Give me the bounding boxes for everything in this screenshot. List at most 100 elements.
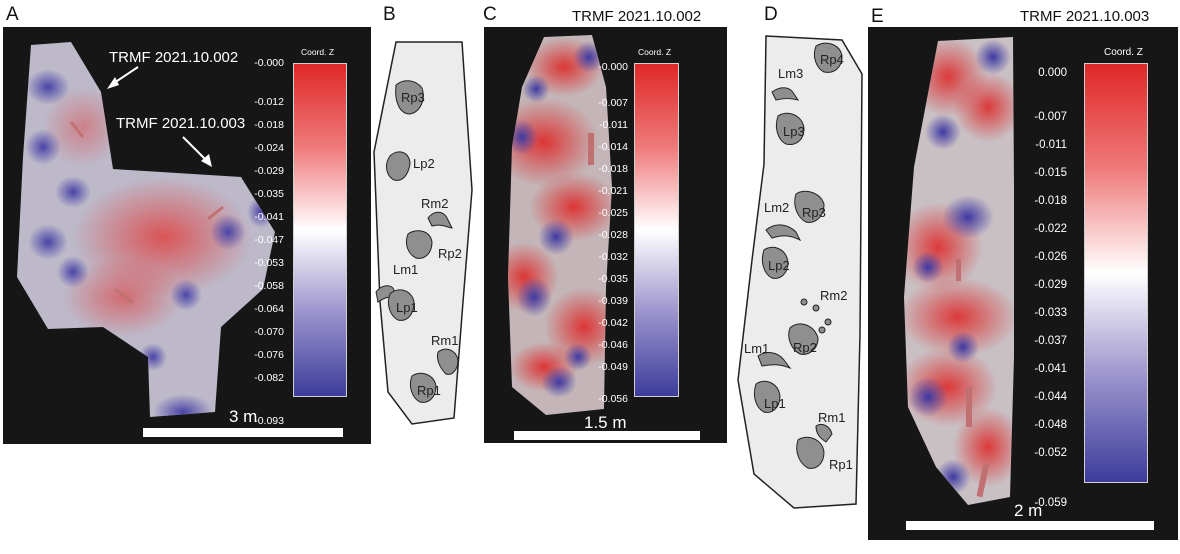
tick-label: -0.028 <box>598 229 628 241</box>
panel-e-label: E <box>871 6 884 27</box>
panel-e-heightmap <box>904 37 1014 505</box>
tick-label: -0.015 <box>1034 167 1067 179</box>
tick-label: -0.011 <box>1035 139 1067 151</box>
track-label: Lm1 <box>744 341 770 356</box>
scale-bar <box>514 431 700 440</box>
tick-label: -0.053 <box>254 257 284 269</box>
tick-label: -0.041 <box>1034 363 1067 375</box>
track-lm1 <box>757 352 792 370</box>
tick-label: -0.070 <box>254 326 284 338</box>
scale-label: 3 m <box>229 407 258 426</box>
tick-label: -0.000 <box>598 61 628 73</box>
panel-d-label: D <box>764 4 778 25</box>
tick-label: -0.000 <box>254 57 284 69</box>
track-rp4 <box>813 42 843 73</box>
colorbar <box>1084 63 1148 483</box>
tick-label: -0.022 <box>1034 223 1067 235</box>
track-rp1 <box>796 436 825 469</box>
tick-label: -0.039 <box>598 295 628 307</box>
colorbar-title: Coord. Z <box>1104 47 1143 58</box>
tick-label: -0.025 <box>598 207 628 219</box>
track-label: Rp4 <box>820 52 844 67</box>
tick-label: -0.018 <box>1034 195 1067 207</box>
panel-b-label: B <box>383 4 396 25</box>
track-label: Rm1 <box>431 333 459 348</box>
tick-label: -0.014 <box>598 141 628 153</box>
tick-label: -0.041 <box>254 211 284 223</box>
tick-label: -0.048 <box>1034 419 1067 431</box>
track-lm2 <box>765 224 802 242</box>
tick-label: -0.056 <box>598 393 628 405</box>
track-label: Lp1 <box>396 300 418 315</box>
tick-label: -0.032 <box>598 251 628 263</box>
panel-d-sketch <box>737 35 863 509</box>
panel-e-image: Coord. Z 0.000 -0.007 -0.011 -0.015 -0.0… <box>868 27 1178 540</box>
colorbar <box>293 63 347 397</box>
tick-label: -0.093 <box>254 415 284 427</box>
track-label: Rp3 <box>802 205 826 220</box>
colorbar-title: Coord. Z <box>638 47 672 57</box>
tick-label: -0.035 <box>598 273 628 285</box>
track-lp2 <box>761 246 789 279</box>
track-label: Rp2 <box>438 246 462 261</box>
track-label: Rm1 <box>818 410 846 425</box>
track-lp3 <box>775 112 805 145</box>
panel-c-label: C <box>483 4 497 25</box>
annotation-trmf-002: TRMF 2021.10.002 <box>109 49 239 66</box>
tick-label: -0.082 <box>254 372 284 384</box>
panel-a-label: A <box>6 4 19 25</box>
tick-label: -0.011 <box>599 119 628 131</box>
tick-label: 0.000 <box>1038 67 1067 79</box>
tick-label: -0.052 <box>1034 447 1067 459</box>
tick-label: -0.026 <box>1034 251 1067 263</box>
track-label: Lp1 <box>764 396 786 411</box>
track-rm2 <box>427 211 453 229</box>
track-lp1 <box>387 289 415 321</box>
tick-label: -0.044 <box>1034 391 1067 403</box>
annotation-trmf-003: TRMF 2021.10.003 <box>116 115 246 132</box>
track-lp2 <box>386 151 411 181</box>
colorbar <box>634 63 679 397</box>
tick-label: -0.024 <box>254 142 284 154</box>
scale-bar <box>143 428 343 437</box>
tick-label: -0.049 <box>598 361 628 373</box>
tick-label: -0.047 <box>254 234 284 246</box>
track-label: Lm3 <box>778 66 804 81</box>
track-rp1 <box>409 372 437 403</box>
track-rp3 <box>794 190 825 223</box>
track-label: Rm2 <box>421 196 449 211</box>
track-rp3 <box>395 80 424 115</box>
panel-c-image: Coord. Z -0.000 -0.007 -0.011 -0.014 -0.… <box>484 27 727 443</box>
scale-label: 2 m <box>1014 501 1043 520</box>
track-lm3 <box>771 87 800 101</box>
tick-label: -0.018 <box>598 163 628 175</box>
track-label: Lm2 <box>764 200 790 215</box>
tick-label: -0.037 <box>1034 335 1067 347</box>
tick-label: -0.033 <box>1034 307 1067 319</box>
tick-label: -0.058 <box>254 280 284 292</box>
panel-b-sketch <box>373 41 473 425</box>
track-label: Lp2 <box>768 258 790 273</box>
track-rp2 <box>788 323 819 355</box>
tick-label: -0.076 <box>254 349 284 361</box>
panel-e-title: TRMF 2021.10.003 <box>1020 8 1150 25</box>
tick-label: -0.007 <box>598 97 628 109</box>
colorbar-title: Coord. Z <box>301 47 335 57</box>
track-label: Rp2 <box>793 340 817 355</box>
scale-bar <box>906 521 1154 530</box>
track-label: Rp1 <box>417 383 441 398</box>
track-label: Lm1 <box>393 262 419 277</box>
panel-a-heightmap <box>17 42 275 417</box>
tick-label: -0.042 <box>598 317 628 329</box>
tick-label: -0.059 <box>1034 497 1067 509</box>
track-rm1 <box>437 348 459 375</box>
panel-a-image: TRMF 2021.10.002 TRMF 2021.10.003 Coord.… <box>3 27 371 444</box>
tick-label: -0.029 <box>254 165 284 177</box>
tick-label: -0.007 <box>1034 111 1067 123</box>
scale-label: 1.5 m <box>584 413 627 432</box>
tick-label: -0.035 <box>254 188 284 200</box>
track-label: Rp1 <box>829 457 853 472</box>
track-rp2 <box>405 230 433 259</box>
tick-label: -0.012 <box>254 96 284 108</box>
track-label: Lp2 <box>413 156 435 171</box>
